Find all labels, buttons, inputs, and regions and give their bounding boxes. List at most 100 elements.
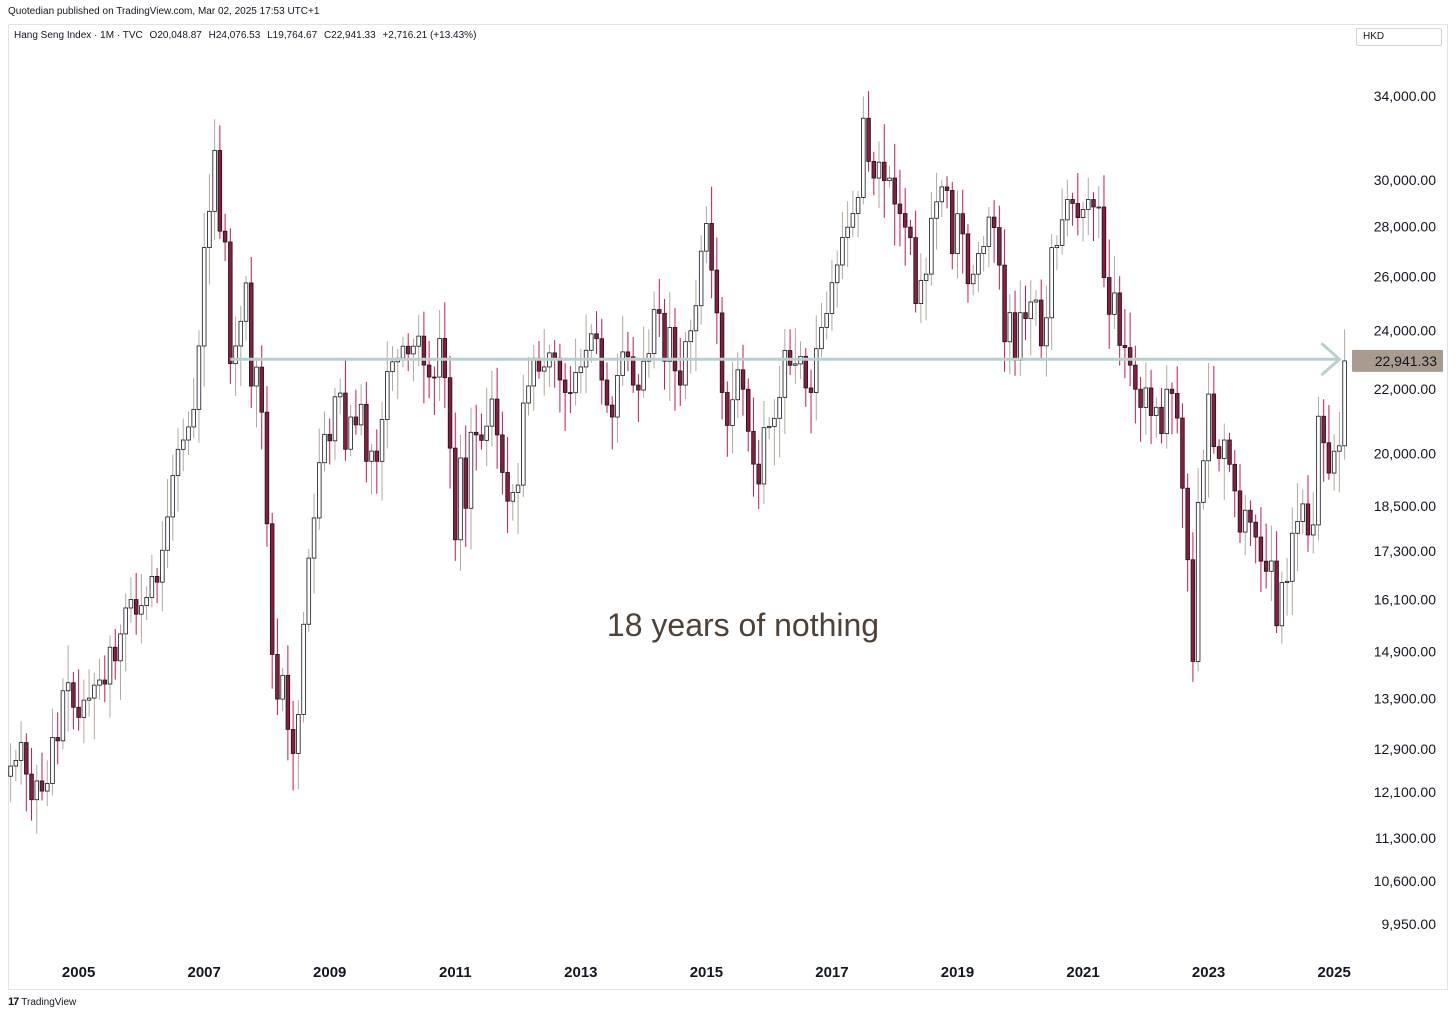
candle-body bbox=[243, 282, 249, 322]
candle-body bbox=[259, 366, 264, 413]
candle-body bbox=[1112, 292, 1117, 315]
candle-body bbox=[1154, 406, 1159, 416]
last-price-tag: 22,941.33 bbox=[1352, 349, 1443, 372]
candle-body bbox=[1080, 209, 1086, 219]
candle-body bbox=[735, 369, 741, 401]
candle-body bbox=[494, 398, 500, 436]
candle-body bbox=[772, 417, 777, 427]
time-axis: 2005 2007 2009 2011 2013 2015 2017 2019 2021 2023… bbox=[62, 964, 1351, 981]
candle-body bbox=[322, 433, 327, 464]
candle-body bbox=[1133, 364, 1138, 390]
candle-body bbox=[275, 654, 280, 700]
candle-body bbox=[855, 197, 861, 214]
candle-body bbox=[531, 357, 536, 387]
candle-body bbox=[489, 398, 495, 427]
last-price-label: 22,941.33 bbox=[1375, 353, 1437, 369]
candle-body bbox=[824, 313, 829, 328]
candle-body bbox=[678, 370, 683, 386]
candle-body bbox=[311, 517, 317, 559]
candle-body bbox=[207, 210, 212, 249]
candle-body bbox=[1065, 199, 1070, 221]
candle-body bbox=[882, 161, 887, 182]
x-tick-label: 2005 bbox=[62, 964, 95, 981]
candle-body bbox=[217, 150, 223, 232]
candle-body bbox=[107, 646, 113, 685]
candle-body bbox=[1044, 317, 1049, 347]
candle-body bbox=[34, 780, 40, 801]
candle-body bbox=[1316, 415, 1321, 526]
legend-open: O20,048.87 bbox=[149, 30, 202, 41]
candle-body bbox=[1237, 490, 1243, 533]
candle-body bbox=[186, 426, 191, 441]
candle-body bbox=[1201, 460, 1206, 503]
candle-body bbox=[625, 351, 631, 358]
candle-body bbox=[1096, 206, 1101, 209]
tradingview-logo-icon: 17 bbox=[8, 996, 19, 1008]
currency-button[interactable]: HKD bbox=[1356, 28, 1442, 46]
candle-body bbox=[1222, 439, 1227, 459]
candle-body bbox=[1263, 560, 1269, 572]
candle-body bbox=[249, 282, 254, 387]
candle-body bbox=[1195, 501, 1201, 662]
y-tick-label: 24,000.00 bbox=[1374, 323, 1436, 339]
ohlc-legend: Hang Seng Index · 1M · TVC O20,048.87 H2… bbox=[14, 30, 480, 41]
candle-body bbox=[92, 684, 97, 699]
candle-body bbox=[24, 742, 29, 775]
candle-body bbox=[1028, 301, 1033, 320]
candle-body bbox=[285, 674, 291, 730]
x-tick-label: 2023 bbox=[1192, 964, 1225, 981]
candle-body bbox=[60, 690, 66, 742]
candle-body bbox=[81, 699, 87, 718]
candle-body bbox=[515, 484, 521, 493]
x-tick-label: 2013 bbox=[564, 964, 597, 981]
candle-body bbox=[704, 223, 709, 252]
candle-body bbox=[343, 392, 348, 450]
legend-high: H24,076.53 bbox=[208, 30, 261, 41]
candle-body bbox=[118, 633, 123, 662]
candle-body bbox=[573, 372, 578, 394]
candle-body bbox=[71, 682, 76, 708]
candle-body bbox=[834, 264, 840, 284]
candle-body bbox=[929, 217, 934, 275]
candle-body bbox=[327, 433, 332, 442]
candle-body bbox=[453, 447, 458, 541]
x-tick-label: 2011 bbox=[439, 964, 472, 981]
candle-body bbox=[458, 457, 463, 541]
candle-body bbox=[1326, 442, 1332, 474]
candle-body bbox=[693, 305, 699, 332]
candle-body bbox=[976, 253, 981, 275]
candle-body bbox=[254, 366, 259, 387]
footer-brand: 17 TradingView bbox=[8, 996, 76, 1008]
candle-body bbox=[374, 450, 380, 462]
legend-symbol[interactable]: Hang Seng Index · 1M · TVC bbox=[14, 30, 143, 41]
candle-body bbox=[667, 327, 672, 362]
candle-body bbox=[803, 355, 809, 389]
candle-body bbox=[479, 434, 484, 441]
y-tick-label: 22,000.00 bbox=[1374, 381, 1436, 397]
y-tick-label: 30,000.00 bbox=[1374, 172, 1436, 188]
candle-body bbox=[1148, 387, 1154, 416]
candle-body bbox=[50, 737, 55, 784]
candle-body bbox=[672, 327, 678, 372]
x-tick-label: 2017 bbox=[815, 964, 848, 981]
candle-body bbox=[102, 679, 108, 685]
candle-body bbox=[562, 379, 568, 393]
candle-body bbox=[594, 333, 599, 340]
candle-body bbox=[1274, 560, 1279, 627]
candle-body bbox=[1054, 245, 1060, 249]
y-tick-label: 16,100.00 bbox=[1374, 592, 1436, 608]
candle-body bbox=[1075, 203, 1081, 219]
candle-body bbox=[1023, 312, 1028, 320]
y-tick-label: 26,000.00 bbox=[1374, 269, 1436, 285]
candle-body bbox=[1117, 292, 1122, 346]
candle-body bbox=[1106, 277, 1112, 315]
candle-body bbox=[269, 523, 275, 655]
candle-body bbox=[997, 227, 1002, 266]
candle-body bbox=[662, 312, 667, 362]
y-tick-label: 12,900.00 bbox=[1374, 741, 1436, 757]
candle-body bbox=[756, 463, 761, 485]
candle-body bbox=[808, 387, 814, 393]
candle-body bbox=[688, 330, 693, 343]
candle-body bbox=[212, 150, 217, 212]
